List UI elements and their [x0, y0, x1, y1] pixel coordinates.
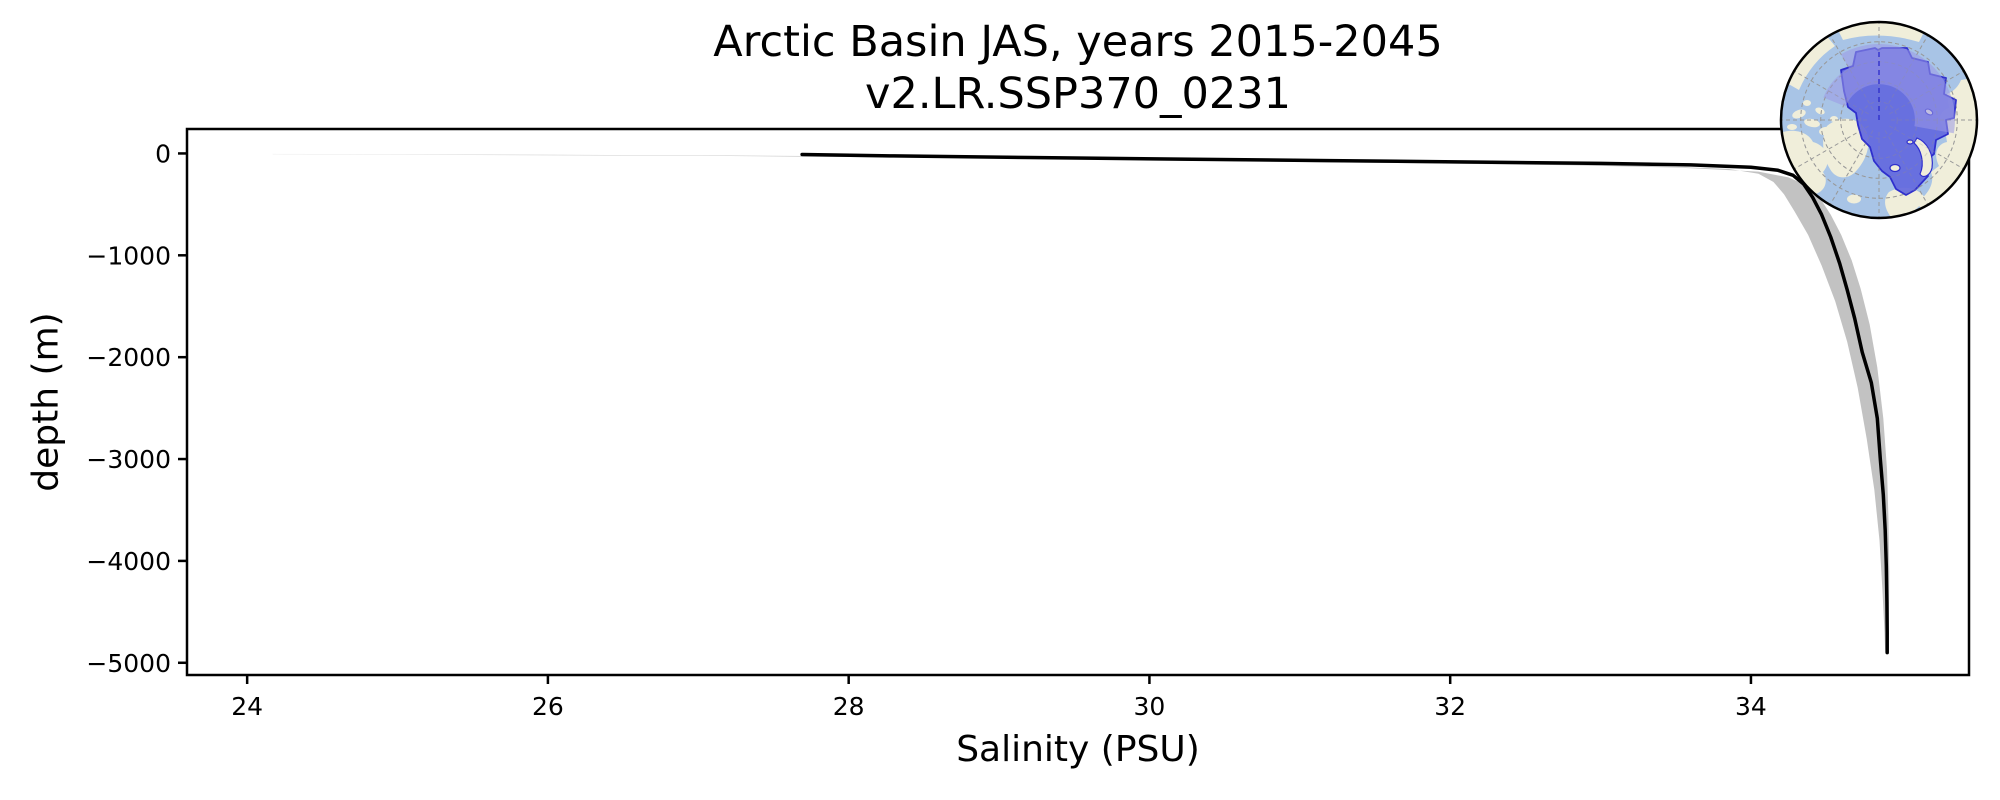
x-tick-label: 24 [231, 692, 263, 721]
y-tick-label: −5000 [86, 649, 171, 678]
y-tick-label: −1000 [86, 241, 171, 270]
land-arctic-island [1803, 100, 1811, 106]
land-alaska [1785, 34, 1835, 90]
mean-profile-line [800, 152, 1889, 655]
x-tick-label: 30 [1134, 692, 1166, 721]
y-tick-label: −3000 [86, 445, 171, 474]
x-tick-label: 28 [833, 692, 865, 721]
land-svalbard [1889, 163, 1901, 173]
x-axis-ticks: 24 26 28 30 32 34 [231, 675, 1767, 721]
y-axis-label: depth (m) [25, 312, 67, 492]
x-axis-label: Salinity (PSU) [956, 729, 1200, 770]
uncertainty-band [272, 153, 1890, 653]
land-arctic-island [1815, 107, 1825, 115]
plot-frame [185, 127, 1971, 677]
land-arctic-island [1792, 109, 1806, 119]
y-axis-ticks: 0 −1000 −2000 −3000 −4000 −5000 [86, 139, 187, 678]
land-arctic-island [1804, 118, 1820, 128]
land-chukotka [1837, 22, 1925, 42]
region-overlay-sector [1823, 44, 1955, 134]
x-tick-label: 34 [1735, 692, 1767, 721]
plot-title-block: Arctic Basin JAS, years 2015-2045 v2.LR.… [713, 16, 1442, 121]
land-greenland [1823, 118, 1869, 178]
y-tick-label: −2000 [86, 343, 171, 372]
arctic-inset-map [1779, 20, 1979, 220]
land-iceland [1847, 194, 1861, 204]
land-franz-josef [1906, 139, 1914, 145]
x-tick-label: 32 [1434, 692, 1466, 721]
plot-subtitle: v2.LR.SSP370_0231 [865, 69, 1291, 120]
y-tick-label: −4000 [86, 547, 171, 576]
graticule-overlay [1782, 23, 1976, 217]
x-tick-label: 26 [532, 692, 564, 721]
land-arctic-island [1787, 124, 1797, 130]
inset-border [1779, 20, 1979, 220]
land-scandinavia [1885, 187, 1925, 218]
land-novaya-zemlya [1913, 137, 1933, 178]
plot-title: Arctic Basin JAS, years 2015-2045 [713, 17, 1443, 67]
y-tick-label: 0 [155, 139, 171, 168]
